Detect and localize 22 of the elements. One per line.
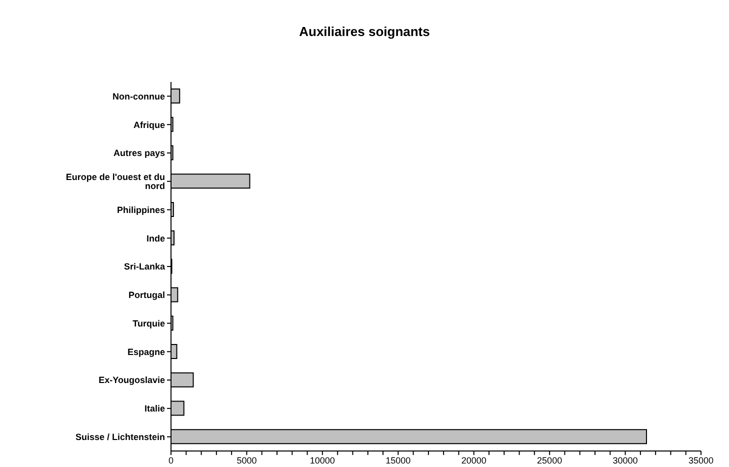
y-tick-label: Turquie (132, 318, 165, 328)
y-tick-label: Europe de l'ouest et du nord (66, 172, 165, 192)
y-tick-label: Ex-Yougoslavie (98, 375, 165, 386)
x-tick-label: 5000 (236, 455, 257, 466)
y-tick-label: Non-connue (112, 91, 165, 102)
x-tick-label: 35000 (688, 455, 714, 466)
y-tick-label: Inde (146, 233, 165, 244)
x-tick-label: 0 (168, 455, 174, 466)
y-tick-label: Philippines (116, 204, 165, 215)
y-tick-label: Espagne (127, 346, 165, 357)
x-tick-label: 25000 (537, 455, 562, 466)
x-tick-label: 15000 (386, 455, 411, 466)
x-tick-label: 30000 (612, 455, 638, 466)
y-tick-label: Italie (144, 404, 165, 414)
y-tick-label: Portugal (128, 290, 165, 300)
y-tick-label: Autres pays (113, 148, 165, 158)
chart-title: Auxiliaires soignants (298, 23, 431, 41)
x-tick-label: 20000 (461, 455, 486, 466)
y-tick-label: Suisse / Lichtenstein (75, 432, 165, 442)
y-tick-label: Sri-Lanka (124, 262, 166, 272)
x-tick-label: 10000 (310, 455, 335, 466)
y-tick-label: Afrique (134, 120, 165, 130)
